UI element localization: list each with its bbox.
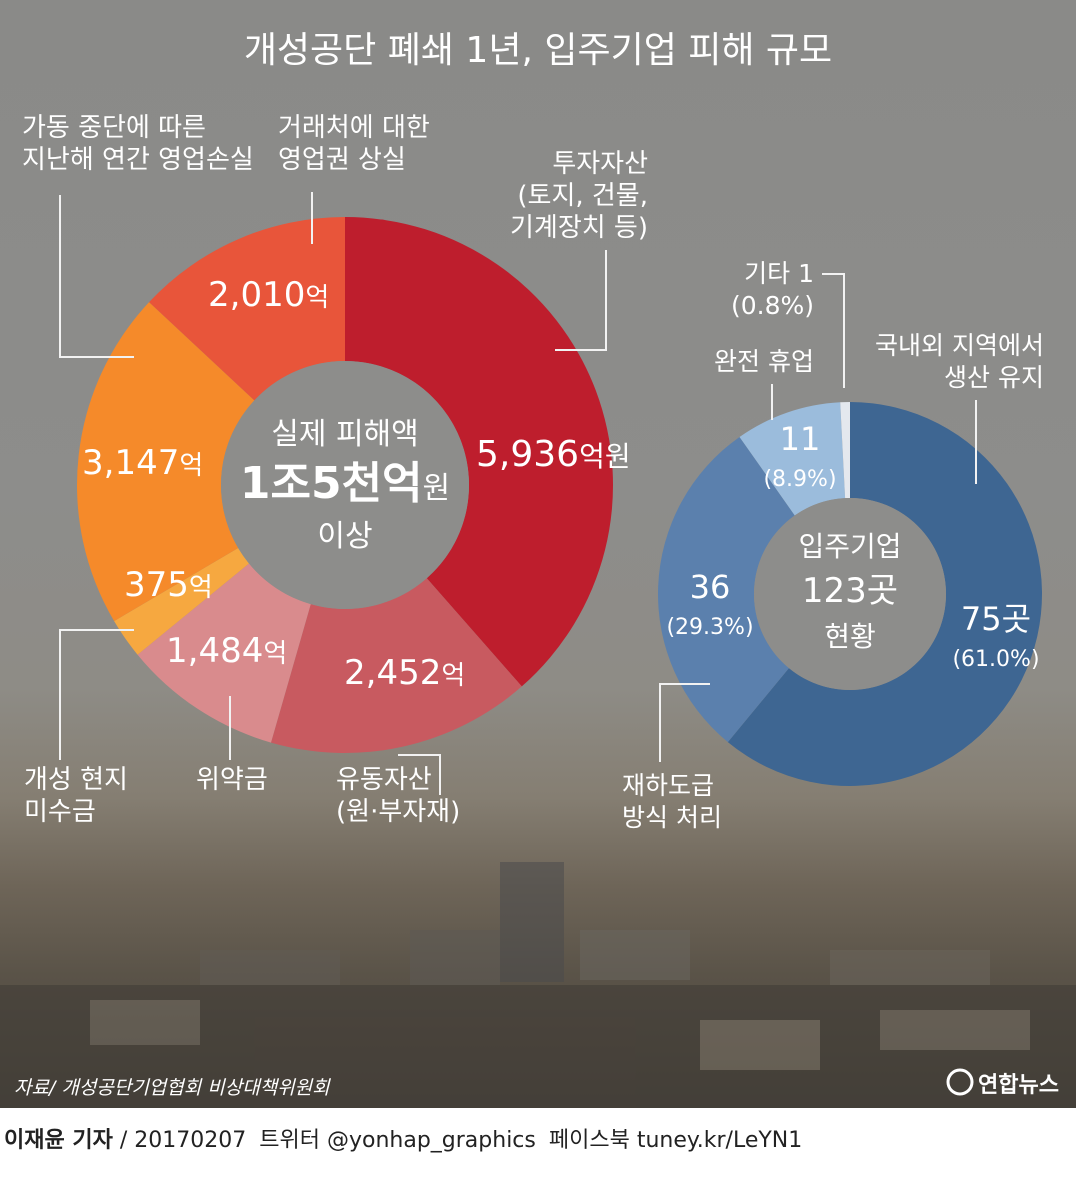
donut1-slice-1	[270, 578, 522, 753]
facebook-link: 페이스북 tuney.kr/LeYN1	[548, 1128, 803, 1153]
label-production: 국내외 지역에서 생산 유지	[875, 331, 1044, 392]
center2-line1: 입주기업	[798, 530, 901, 563]
donut1-category-labels: 가동 중단에 따른 지난해 연간 영업손실 거래처에 대한 영업권 상실 투자자산(…	[22, 113, 648, 827]
credit-line: 이재윤 기자 / 20170207 트위터 @yonhap_graphics 페…	[4, 1122, 808, 1154]
chart-title: 개성공단 폐쇄 1년, 입주기업 피해 규모	[244, 30, 832, 71]
label-suspended: 완전 휴업	[714, 347, 814, 376]
footer-bar	[0, 1108, 1076, 1196]
center2-line3: 현황	[824, 620, 876, 653]
label-current-assets: 유동자산 (원·부자재)	[336, 765, 460, 827]
logo-mark	[946, 1068, 974, 1096]
donut2-center: 입주기업 123곳 현황	[798, 530, 901, 653]
leader-operating-loss	[59, 195, 134, 358]
twitter-handle: 트위터 @yonhap_graphics	[259, 1128, 536, 1153]
infographic-canvas: 개성공단 폐쇄 1년, 입주기업 피해 규모 가동 중단에 따른 지난해 연간 영…	[0, 30, 1076, 1108]
label-penalty: 위약금	[196, 765, 268, 795]
source-note: 자료/ 개성공단기업협회 비상대책위원회	[14, 1077, 331, 1099]
value-investment: 5,936억원	[476, 434, 631, 475]
center1-line1: 실제 피해액	[271, 417, 419, 452]
label-goodwill: 거래처에 대한 영업권 상실	[278, 113, 430, 175]
pct-suspended: (8.9%)	[763, 467, 836, 492]
leader-current-assets	[398, 754, 441, 795]
donut2-hole	[754, 498, 946, 690]
center2-line2: 123곳	[802, 571, 898, 611]
value-penalty: 1,484억	[166, 631, 287, 671]
pct-production: (61.0%)	[952, 647, 1039, 672]
value-current-assets: 2,452억	[344, 653, 465, 693]
value-production: 75곳	[961, 600, 1031, 638]
reporter: 이재윤 기자	[4, 1128, 113, 1153]
leader-lines	[59, 192, 977, 795]
center1-line2: 1조5천억원	[240, 458, 450, 509]
donut1-value-labels: 2,010억 3,147억 375억 1,484억 2,452억 5,936억원	[82, 275, 631, 693]
center1-line3: 이상	[317, 519, 372, 554]
date: / 20170207	[119, 1128, 247, 1153]
leader-investment	[555, 250, 607, 351]
donut1-slice-0	[345, 217, 613, 687]
value-subcontract: 36	[690, 568, 731, 606]
donut1-slice-2	[137, 563, 311, 743]
donut2-category-labels: 기타 1 (0.8%) 완전 휴업 국내외 지역에서 생산 유지 재하도급 방식 처리	[622, 259, 1044, 832]
leader-subcontract	[659, 683, 710, 762]
value-suspended: 11	[780, 420, 821, 458]
label-receivables: 개성 현지 미수금	[24, 765, 128, 827]
pct-subcontract: (29.3%)	[666, 615, 753, 640]
companies-donut	[658, 402, 1043, 786]
label-operating-loss: 가동 중단에 따른 지난해 연간 영업손실	[22, 113, 254, 175]
label-investment: 투자자산 (토지, 건물, 기계장치 등)	[510, 149, 648, 243]
logo-text: 연합뉴스	[978, 1072, 1059, 1098]
donut1-slice-3	[114, 547, 250, 655]
value-receivables: 375억	[124, 565, 213, 605]
donut2-slice-2	[739, 402, 846, 516]
damage-donut	[77, 217, 613, 753]
yonhap-logo: 연합뉴스	[946, 1068, 1059, 1098]
donut1-hole	[221, 361, 469, 609]
donut2-slice-3	[840, 402, 850, 499]
donut2-slice-1	[658, 436, 795, 743]
leader-other	[822, 273, 845, 388]
donut1-slice-5	[149, 217, 345, 401]
city-skyline	[0, 862, 1076, 1108]
donut1-center: 실제 피해액 1조5천억원 이상	[240, 417, 450, 554]
value-operating-loss: 3,147억	[82, 443, 203, 483]
leader-receivables	[59, 629, 134, 760]
value-goodwill: 2,010억	[208, 275, 329, 315]
donut2-slice-0	[727, 402, 1043, 786]
donut1-slice-4	[77, 302, 255, 622]
donut2-value-labels: 11 (8.9%) 36 (29.3%) 75곳 (61.0%)	[666, 420, 1039, 672]
label-subcontract: 재하도급 방식 처리	[622, 771, 722, 832]
label-other: 기타 1 (0.8%)	[731, 259, 814, 320]
